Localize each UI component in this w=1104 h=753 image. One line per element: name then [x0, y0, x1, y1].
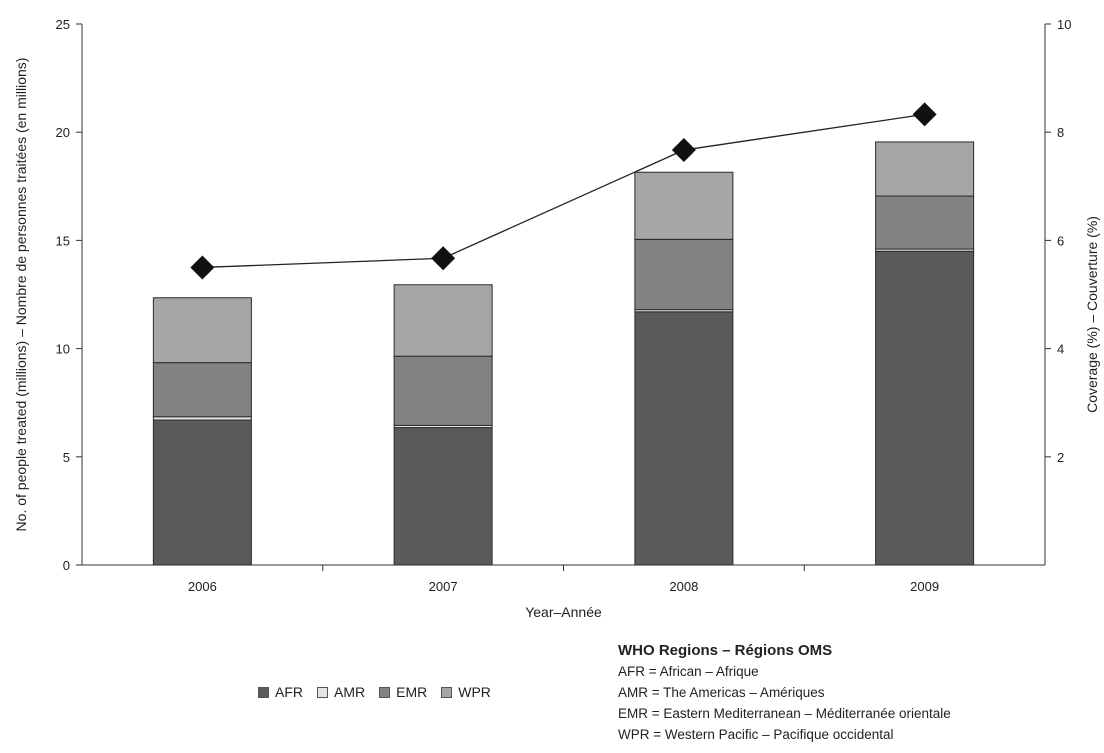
y2-tick-label: 6 — [1057, 233, 1064, 248]
bar-afr-2009 — [875, 250, 975, 566]
y-tick-label: 0 — [63, 558, 70, 573]
bar-wpr-2009 — [875, 141, 975, 197]
x-tick-label: 2007 — [429, 579, 458, 594]
legend-item-emr: EMR — [379, 684, 427, 700]
y-tick-label: 5 — [63, 450, 70, 465]
who-regions-note: WHO Regions – Régions OMS AFR = African … — [618, 640, 951, 745]
legend-label-afr: AFR — [275, 684, 303, 700]
x-tick-label: 2009 — [910, 579, 939, 594]
legend-item-afr: AFR — [258, 684, 303, 700]
region-line-wpr: WPR = Western Pacific – Pacifique occide… — [618, 727, 894, 742]
legend-swatch-amr — [317, 686, 328, 698]
y2-tick-label: 10 — [1057, 17, 1071, 32]
y-tick-label: 15 — [56, 233, 70, 248]
coverage-marker — [190, 255, 215, 280]
bar-emr-2008 — [634, 238, 734, 311]
legend-swatch-wpr — [441, 686, 453, 698]
legend-label-emr: EMR — [396, 684, 428, 700]
y-tick-label: 10 — [56, 342, 70, 357]
bar-afr-2008 — [634, 311, 734, 566]
y2-tick-label: 4 — [1057, 342, 1064, 357]
region-line-emr: EMR = Eastern Mediterranean – Méditerran… — [618, 706, 951, 721]
y-tick-label: 25 — [56, 17, 70, 32]
region-line-afr: AFR = African – Afrique — [618, 664, 759, 679]
bar-emr-2007 — [393, 355, 493, 426]
bar-wpr-2007 — [393, 284, 493, 357]
x-tick-label: 2006 — [188, 579, 217, 594]
bar-afr-2006 — [152, 419, 252, 566]
y-axis-title: No. of people treated (millions) – Nombr… — [13, 58, 29, 532]
y-tick-label: 20 — [56, 125, 70, 140]
y2-tick-label: 8 — [1057, 125, 1064, 140]
coverage-marker — [671, 138, 696, 163]
legend: AFR AMR EMR WPR — [258, 684, 491, 700]
legend-item-amr: AMR — [317, 684, 365, 700]
bar-wpr-2008 — [634, 171, 734, 240]
bar-wpr-2006 — [152, 297, 252, 364]
x-tick-label: 2008 — [669, 579, 698, 594]
chart: 0 5 10 15 20 25 2 4 6 8 10 2006 2007 2008 2009 Year–Ann… — [13, 17, 1100, 620]
y2-axis-title: Coverage (%) – Couverture (%) — [1084, 216, 1100, 413]
bar-emr-2006 — [152, 362, 252, 418]
coverage-marker — [431, 246, 456, 271]
bar-emr-2009 — [875, 195, 975, 250]
legend-label-wpr: WPR — [458, 684, 491, 700]
coverage-line — [202, 113, 925, 269]
legend-swatch-emr — [379, 686, 391, 698]
y2-tick-label: 2 — [1057, 450, 1064, 465]
who-regions-title: WHO Regions – Régions OMS — [618, 642, 833, 659]
region-line-amr: AMR = The Americas – Amériques — [618, 685, 825, 700]
legend-item-wpr: WPR — [441, 684, 491, 700]
legend-swatch-afr — [258, 686, 269, 698]
legend-label-amr: AMR — [334, 684, 366, 700]
bar-afr-2007 — [393, 427, 493, 566]
coverage-marker — [912, 102, 937, 127]
x-axis-title: Year–Année — [525, 604, 602, 620]
